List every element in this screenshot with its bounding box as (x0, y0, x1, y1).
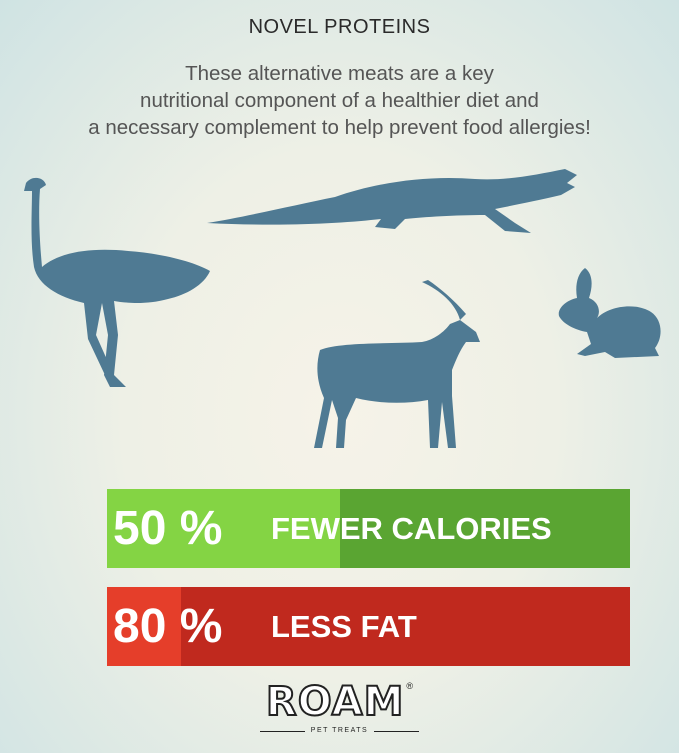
alligator-icon (207, 169, 577, 233)
stat-label: FEWER CALORIES (271, 510, 552, 546)
less-fat-bar: 80 % LESS FAT (107, 587, 630, 666)
ostrich-icon (24, 177, 210, 387)
subtitle-line: These alternative meats are a key (185, 62, 494, 85)
antelope-icon (314, 280, 480, 448)
logo-word: ROAM (265, 679, 405, 725)
fewer-calories-bar: 50 % FEWER CALORIES (107, 489, 630, 568)
tagline-rule (374, 730, 420, 732)
registered-mark: ® (406, 681, 414, 691)
bar-highlight (107, 587, 181, 666)
tagline-rule (259, 730, 305, 732)
subtitle-line: a necessary complement to help prevent f… (88, 116, 591, 139)
stat-percent: 50 % (113, 502, 223, 555)
rabbit-icon (558, 268, 661, 358)
subtitle: These alternative meats are a key nutrit… (0, 60, 679, 141)
stat-label: LESS FAT (271, 608, 417, 644)
stat-percent: 80 % (113, 600, 223, 653)
roam-logo: ROAM ® PET TREATS (0, 679, 679, 736)
bar-highlight (107, 489, 340, 568)
logo-tagline: PET TREATS (310, 727, 369, 734)
page-title: NOVEL PROTEINS (248, 16, 431, 38)
subtitle-line: nutritional component of a healthier die… (140, 89, 539, 112)
